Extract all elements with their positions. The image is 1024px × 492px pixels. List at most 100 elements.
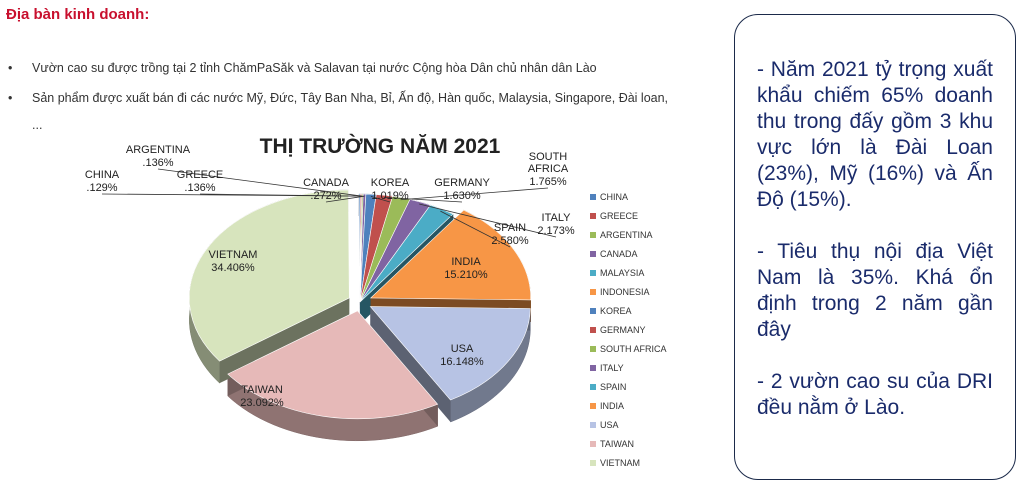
pie-slice-india [369,209,531,301]
pie-slices [189,189,531,442]
legend-item-argentina: ARGENTINA [590,230,653,240]
pie-slice-taiwan [227,310,439,420]
pie-slice-vietnam [189,189,350,362]
bullet-item-export: • Sản phẩm được xuất bán đi các nước Mỹ,… [6,90,721,106]
legend-label: SPAIN [600,382,626,392]
legend-item-malaysia: MALAYSIA [590,268,644,278]
slice-label-china: CHINA.129% [85,169,120,194]
legend-item-greece: GREECE [590,211,638,221]
summary-callout: - Năm 2021 tỷ trọng xuất khẩu chiếm 65% … [734,14,1016,480]
pie-slice-wall-usa [370,306,451,423]
slice-label-value: .136% [184,182,215,194]
slice-label-name: KOREA [371,177,410,189]
slice-label-name: USA [451,343,474,355]
slice-label-value: 16.148% [440,356,484,368]
slice-label-value: .272% [310,190,341,202]
slice-label-name: INDIA [451,256,481,268]
legend-label: TAIWAN [600,439,634,449]
bullet-item-plantation: • Vườn cao su được trồng tại 2 tỉnh Chăm… [6,60,721,76]
chart-title: THỊ TRƯỜNG NĂM 2021 [260,134,501,158]
legend-item-germany: GERMANY [590,325,646,335]
slice-label-value: 34.406% [211,262,255,274]
slice-label-value: 15.210% [444,269,488,281]
bullet-text: Sản phẩm được xuất bán đi các nước Mỹ, Đ… [32,91,669,105]
legend-label: ARGENTINA [600,230,653,240]
slice-label-value: 1.765% [529,176,567,188]
slice-label-greece: GREECE.136% [177,169,223,194]
legend-swatch [590,460,596,466]
slice-label-value: 1.019% [371,190,409,202]
slice-label-name: GREECE [177,169,223,181]
bullet-ellipsis: ... [32,118,43,132]
legend-label: INDONESIA [600,287,650,297]
section-heading: Địa bàn kinh doanh: [6,6,150,23]
legend-swatch [590,308,596,314]
legend-item-korea: KOREA [590,306,632,316]
slice-label-value: .129% [86,182,117,194]
legend-item-china: CHINA [590,192,628,202]
leader-line-italy [419,203,557,238]
bullet-text: Vườn cao su được trồng tại 2 tỉnh ChămPa… [32,61,597,75]
legend-item-taiwan: TAIWAN [590,439,634,449]
legend-label: CANADA [600,249,638,259]
legend-item-indonesia: INDONESIA [590,287,650,297]
bullet-marker: • [8,61,13,75]
leader-line-canada [325,195,365,203]
callout-domestic-note: - Tiêu thụ nội địa Việt Nam là 35%. Khá … [757,240,993,341]
market-pie-chart: THỊ TRƯỜNG NĂM 2021 CHINA.129%GREECE.136… [85,134,667,468]
callout-plantation-note: - 2 vườn cao su của DRI đều nằm ở Lào. [757,370,993,419]
legend-item-canada: CANADA [590,249,638,259]
slice-label-name: ITALY [542,212,572,224]
slice-label-value: .136% [142,157,173,169]
slice-label-canada: CANADA.272% [303,177,350,202]
legend-swatch [590,194,596,200]
legend-label: SOUTH AFRICA [600,344,667,354]
slice-label-name: VIETNAM [209,249,258,261]
legend-swatch [590,270,596,276]
bullet-list: • Vườn cao su được trồng tại 2 tỉnh Chăm… [6,60,721,120]
leader-line-greece [199,193,362,197]
slice-label-name: CANADA [303,177,350,189]
pie-slice-wall-vietnam [219,297,350,384]
legend-swatch [590,346,596,352]
slice-label-name: SPAIN [494,222,526,234]
legend-swatch [590,403,596,409]
slice-labels: CHINA.129%GREECE.136%ARGENTINA.136%CANAD… [85,144,575,409]
legend-swatch [590,289,596,295]
slice-label-value: 1.630% [443,190,481,202]
legend-swatch [590,365,596,371]
slice-label-value: 2.580% [491,235,529,247]
legend-swatch [590,384,596,390]
chart-legend: CHINA GREECE ARGENTINA CANADA MALAYSIA INDONE… [590,192,667,468]
legend-swatch [590,441,596,447]
legend-item-vietnam: VIETNAM [590,458,640,468]
legend-label: ITALY [600,363,624,373]
legend-label: KOREA [600,306,632,316]
leader-line-spain [440,210,511,248]
leader-line-germany [383,197,463,203]
legend-swatch [590,251,596,257]
bullet-marker: • [8,91,13,105]
legend-item-usa: USA [590,420,619,430]
callout-export-note: - Năm 2021 tỷ trọng xuất khẩu chiếm 65% … [757,58,993,211]
legend-label: CHINA [600,192,628,202]
legend-item-spain: SPAIN [590,382,626,392]
slice-label-name: AFRICA [528,163,569,175]
leader-line-south-africa [400,187,549,201]
legend-item-india: INDIA [590,401,624,411]
legend-swatch [590,232,596,238]
pie-slice-usa [369,306,531,401]
slice-label-name: SOUTH [529,151,568,163]
legend-label: VIETNAM [600,458,640,468]
legend-item-south-africa: SOUTH AFRICA [590,344,667,354]
slice-label-value: 2.173% [537,225,575,237]
legend-label: MALAYSIA [600,268,644,278]
legend-label: GERMANY [600,325,646,335]
